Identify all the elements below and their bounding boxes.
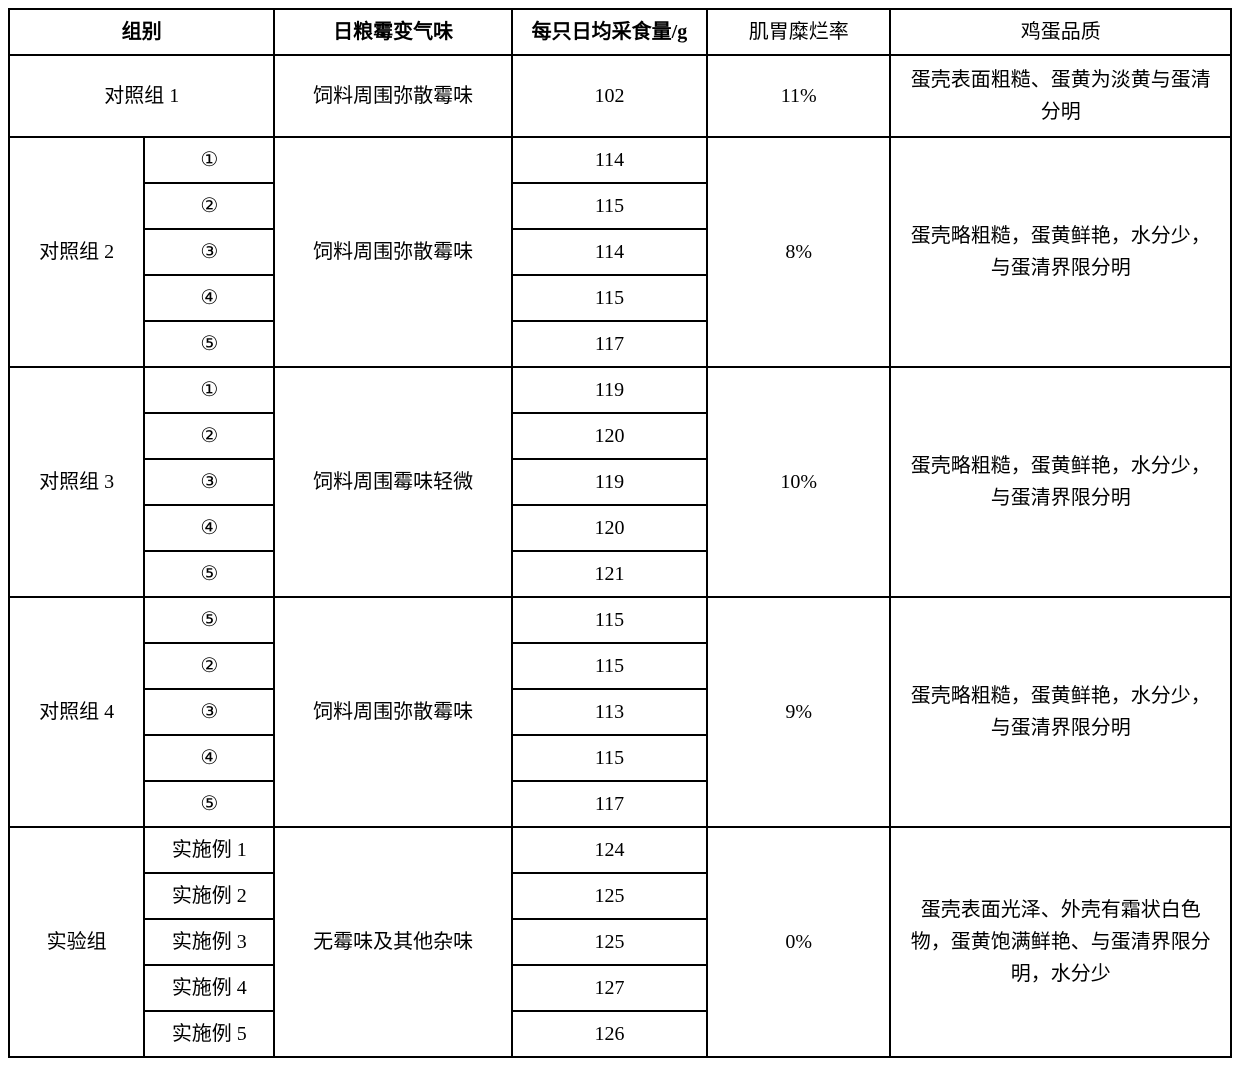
quality-cell: 蛋壳略粗糙，蛋黄鲜艳，水分少，与蛋清界限分明 [890, 597, 1231, 827]
sub-label: ④ [144, 735, 274, 781]
feed-cell: 115 [512, 643, 707, 689]
table-row: 实验组 实施例 1 无霉味及其他杂味 124 0% 蛋壳表面光泽、外壳有霜状白色… [9, 827, 1231, 873]
feed-cell: 120 [512, 413, 707, 459]
feed-cell: 114 [512, 229, 707, 275]
sub-label: ③ [144, 459, 274, 505]
feed-cell: 119 [512, 459, 707, 505]
sub-label: 实施例 4 [144, 965, 274, 1011]
sub-label: ③ [144, 229, 274, 275]
sub-label: ⑤ [144, 321, 274, 367]
group-name: 对照组 4 [9, 597, 144, 827]
feed-cell: 115 [512, 735, 707, 781]
sub-label: 实施例 3 [144, 919, 274, 965]
odor-cell: 无霉味及其他杂味 [274, 827, 511, 1057]
quality-cell: 蛋壳表面粗糙、蛋黄为淡黄与蛋清分明 [890, 55, 1231, 137]
odor-cell: 饲料周围霉味轻微 [274, 367, 511, 597]
header-group: 组别 [9, 9, 274, 55]
erosion-cell: 9% [707, 597, 890, 827]
group-name: 实验组 [9, 827, 144, 1057]
sub-label: ⑤ [144, 551, 274, 597]
odor-cell: 饲料周围弥散霉味 [274, 597, 511, 827]
odor-cell: 饲料周围弥散霉味 [274, 55, 511, 137]
odor-cell: 饲料周围弥散霉味 [274, 137, 511, 367]
sub-label: ④ [144, 505, 274, 551]
feed-cell: 120 [512, 505, 707, 551]
group-name: 对照组 3 [9, 367, 144, 597]
feed-cell: 121 [512, 551, 707, 597]
sub-label: ⑤ [144, 781, 274, 827]
sub-label: 实施例 5 [144, 1011, 274, 1057]
feed-cell: 119 [512, 367, 707, 413]
feed-cell: 117 [512, 781, 707, 827]
feed-cell: 117 [512, 321, 707, 367]
sub-label: ④ [144, 275, 274, 321]
header-odor: 日粮霉变气味 [274, 9, 511, 55]
quality-cell: 蛋壳表面光泽、外壳有霜状白色物，蛋黄饱满鲜艳、与蛋清界限分明，水分少 [890, 827, 1231, 1057]
table-row: 对照组 4 ⑤ 饲料周围弥散霉味 115 9% 蛋壳略粗糙，蛋黄鲜艳，水分少，与… [9, 597, 1231, 643]
feed-cell: 126 [512, 1011, 707, 1057]
feed-cell: 114 [512, 137, 707, 183]
feed-cell: 125 [512, 873, 707, 919]
sub-label: ② [144, 183, 274, 229]
erosion-cell: 11% [707, 55, 890, 137]
quality-cell: 蛋壳略粗糙，蛋黄鲜艳，水分少，与蛋清界限分明 [890, 367, 1231, 597]
group-name: 对照组 2 [9, 137, 144, 367]
experiment-data-table: 组别 日粮霉变气味 每只日均采食量/g 肌胃糜烂率 鸡蛋品质 对照组 1 饲料周… [8, 8, 1232, 1058]
sub-label: ② [144, 643, 274, 689]
feed-cell: 102 [512, 55, 707, 137]
feed-cell: 124 [512, 827, 707, 873]
header-feed: 每只日均采食量/g [512, 9, 707, 55]
header-quality: 鸡蛋品质 [890, 9, 1231, 55]
quality-cell: 蛋壳略粗糙，蛋黄鲜艳，水分少，与蛋清界限分明 [890, 137, 1231, 367]
sub-label: ① [144, 367, 274, 413]
erosion-cell: 10% [707, 367, 890, 597]
erosion-cell: 0% [707, 827, 890, 1057]
sub-label: ⑤ [144, 597, 274, 643]
sub-label: ① [144, 137, 274, 183]
table-header-row: 组别 日粮霉变气味 每只日均采食量/g 肌胃糜烂率 鸡蛋品质 [9, 9, 1231, 55]
sub-label: ② [144, 413, 274, 459]
erosion-cell: 8% [707, 137, 890, 367]
sub-label: 实施例 2 [144, 873, 274, 919]
table-row: 对照组 2 ① 饲料周围弥散霉味 114 8% 蛋壳略粗糙，蛋黄鲜艳，水分少，与… [9, 137, 1231, 183]
feed-cell: 115 [512, 275, 707, 321]
header-erosion: 肌胃糜烂率 [707, 9, 890, 55]
table-row: 对照组 1 饲料周围弥散霉味 102 11% 蛋壳表面粗糙、蛋黄为淡黄与蛋清分明 [9, 55, 1231, 137]
sub-label: ③ [144, 689, 274, 735]
sub-label: 实施例 1 [144, 827, 274, 873]
feed-cell: 127 [512, 965, 707, 1011]
feed-cell: 115 [512, 597, 707, 643]
feed-cell: 125 [512, 919, 707, 965]
group-name: 对照组 1 [9, 55, 274, 137]
feed-cell: 115 [512, 183, 707, 229]
feed-cell: 113 [512, 689, 707, 735]
table-row: 对照组 3 ① 饲料周围霉味轻微 119 10% 蛋壳略粗糙，蛋黄鲜艳，水分少，… [9, 367, 1231, 413]
